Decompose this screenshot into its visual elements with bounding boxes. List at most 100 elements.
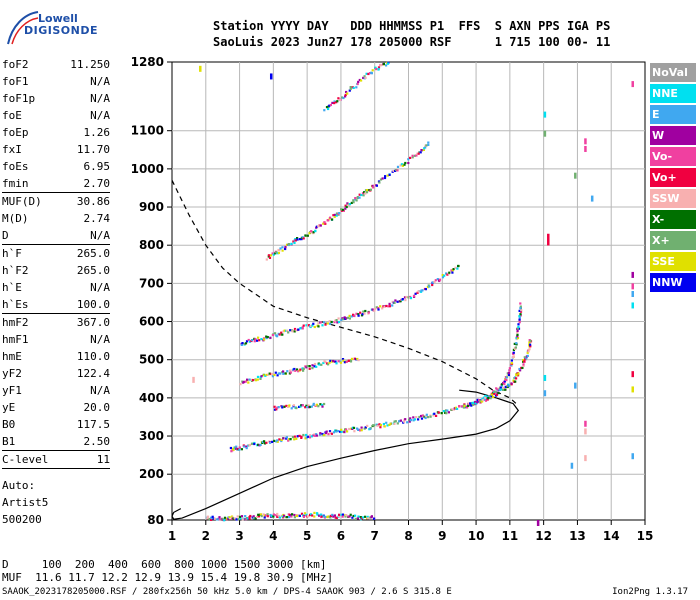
- echo-point: [382, 422, 385, 426]
- param-value: N/A: [90, 109, 110, 122]
- echo-point: [519, 302, 522, 305]
- echo-point: [399, 419, 402, 422]
- echo-point: [280, 331, 283, 334]
- echo-point: [389, 422, 392, 425]
- echo-point: [328, 104, 331, 107]
- echo-point: [493, 390, 496, 393]
- echo-point: [269, 441, 272, 444]
- echo-point: [359, 516, 362, 519]
- logo-text-digisonde: DIGISONDE: [24, 24, 98, 37]
- echo-point: [490, 395, 493, 398]
- echo-point: [298, 434, 301, 437]
- echo-point: [239, 517, 242, 520]
- echo-point: [510, 382, 513, 385]
- echo-point: [291, 330, 294, 333]
- echo-point: [341, 208, 345, 211]
- param-value: N/A: [90, 333, 110, 346]
- echo-point: [276, 335, 279, 338]
- echo-point: [427, 143, 430, 146]
- echo-point: [206, 517, 209, 520]
- echo-point: [267, 254, 270, 257]
- autoscale-program: Artist5: [2, 496, 49, 509]
- x-tick-label: 1: [168, 529, 176, 543]
- echo-point: [529, 345, 532, 348]
- echo-point: [307, 324, 310, 327]
- echo-point: [354, 197, 357, 200]
- echo-point: [337, 360, 340, 363]
- echo-point: [293, 327, 297, 331]
- echo-point: [247, 381, 250, 384]
- echo-point: [256, 339, 259, 342]
- echo-point: [335, 212, 339, 215]
- echo-point: [345, 514, 348, 517]
- echo-point: [395, 168, 398, 172]
- echo-point: [471, 401, 474, 404]
- echo-point: [462, 406, 465, 409]
- echo-point: [340, 513, 343, 516]
- echo-point: [263, 338, 266, 341]
- param-row: foE N/A: [2, 107, 110, 124]
- echo-point: [342, 318, 345, 321]
- echo-point: [313, 515, 316, 518]
- legend-item-e: E: [650, 105, 696, 124]
- echo-point: [500, 384, 503, 387]
- echo-point: [274, 332, 277, 335]
- echo-point: [360, 193, 363, 197]
- echo-point: [233, 517, 236, 520]
- echo-point: [631, 283, 634, 290]
- echo-point: [281, 406, 284, 409]
- echo-point: [361, 516, 364, 519]
- echo-point: [305, 433, 308, 437]
- echo-point: [433, 280, 436, 284]
- legend-item-vo-: Vo-: [650, 147, 696, 166]
- echo-point: [344, 515, 347, 518]
- echo-point: [305, 324, 308, 327]
- echo-point: [364, 426, 367, 429]
- echo-point: [394, 420, 397, 423]
- echo-point: [311, 324, 314, 327]
- echo-point: [396, 169, 399, 172]
- echo-point: [284, 245, 287, 249]
- echo-point: [516, 327, 519, 330]
- param-value: 265.0: [76, 247, 110, 260]
- echo-point: [342, 359, 345, 362]
- x-tick-label: 5: [303, 529, 311, 543]
- echo-point: [499, 386, 502, 389]
- param-label: h`F2: [2, 264, 29, 277]
- echo-point: [348, 427, 351, 431]
- echo-point: [255, 515, 259, 518]
- echo-point: [526, 351, 529, 354]
- param-label: h`F: [2, 247, 22, 260]
- echo-point: [310, 405, 313, 408]
- echo-point: [432, 414, 435, 417]
- echo-point: [228, 516, 231, 519]
- echo-point: [348, 314, 351, 317]
- echo-point: [308, 436, 312, 439]
- echo-point: [357, 80, 360, 83]
- legend-item-nne: NNE: [650, 84, 696, 103]
- echo-point: [454, 266, 457, 269]
- echo-point: [267, 373, 270, 376]
- muf-value-row: MUF 11.6 11.7 12.2 12.9 13.9 15.4 19.8 3…: [2, 571, 334, 584]
- echo-point: [345, 317, 348, 320]
- echo-point: [212, 517, 215, 520]
- echo-point: [379, 423, 382, 427]
- echo-point: [386, 424, 389, 427]
- echo-point: [313, 434, 316, 437]
- echo-point: [308, 232, 311, 235]
- echo-point: [316, 512, 319, 515]
- echo-point: [300, 404, 303, 407]
- x-tick-label: 12: [535, 529, 552, 543]
- echo-point: [259, 377, 262, 380]
- echo-point: [315, 433, 318, 436]
- echo-point: [240, 343, 243, 346]
- echo-point: [245, 445, 248, 448]
- param-value: 11.250: [70, 58, 110, 71]
- echo-point: [409, 156, 412, 159]
- echo-point: [303, 512, 307, 515]
- param-value: 11.70: [76, 143, 110, 156]
- echo-point: [353, 430, 356, 433]
- echo-point: [260, 375, 263, 378]
- echo-point: [257, 515, 260, 518]
- echo-point: [321, 324, 324, 327]
